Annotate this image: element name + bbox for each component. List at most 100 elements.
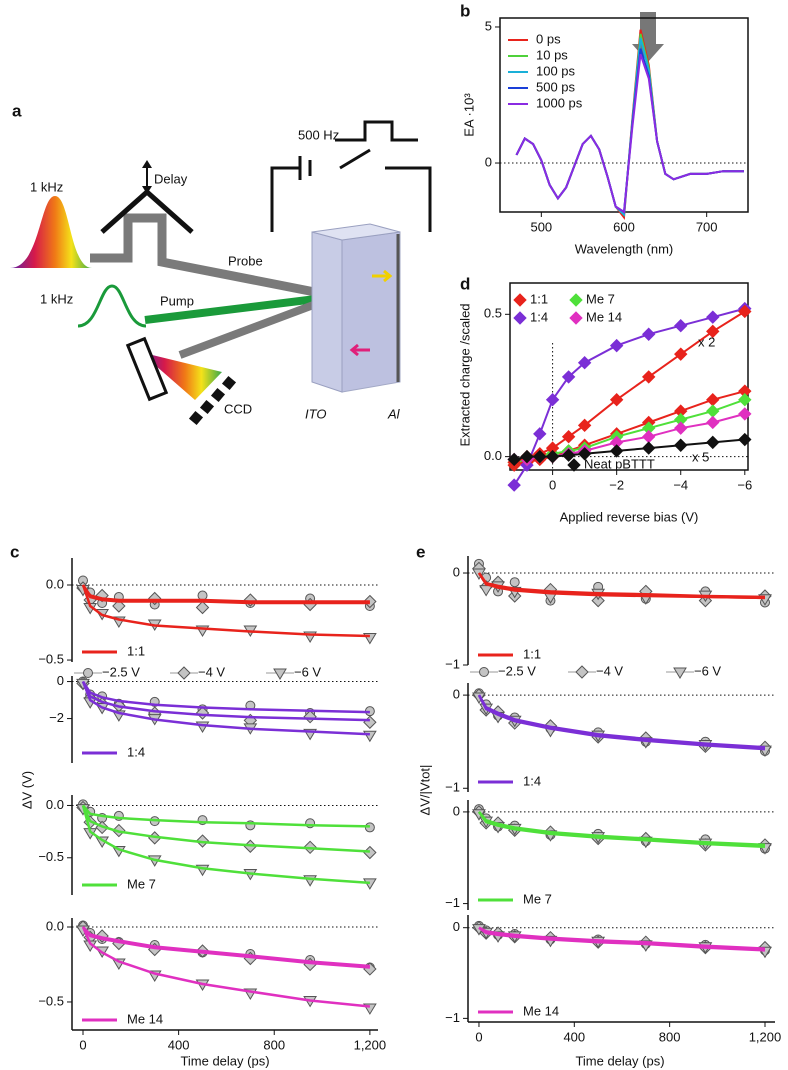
probe-beam <box>90 213 331 300</box>
y-tick-label: 0.0 <box>46 797 64 812</box>
legend-label: −4 V <box>596 663 623 678</box>
y-axis-label: EA ·10³ <box>461 93 476 137</box>
legend-label: 100 ps <box>536 63 576 78</box>
y-tick-label: 0.0 <box>484 448 502 463</box>
legend-label: 1:4 <box>530 309 548 324</box>
diagram: a Delay 500 Hz 1 kHz Probe 1 kHz Pump CC… <box>10 101 432 426</box>
decay-arrow <box>632 12 664 62</box>
marker <box>577 447 592 461</box>
panel-label: b <box>460 1 470 20</box>
cell-top <box>311 223 401 241</box>
fit-line <box>477 572 766 599</box>
y-axis-label: Extracted charge /scaled <box>457 303 472 446</box>
hole-arrow <box>349 343 370 357</box>
marker <box>641 429 656 444</box>
marker <box>533 427 547 441</box>
fit-line <box>477 811 766 849</box>
square-wave <box>335 120 418 142</box>
y-axis-label: ΔV (V) <box>19 771 34 809</box>
y-tick-label: 0.5 <box>484 306 502 321</box>
circuit-parts <box>270 148 432 232</box>
legend-label: 1:4 <box>127 744 145 759</box>
marker <box>706 415 720 430</box>
ccd-pixels <box>188 375 237 426</box>
annotation: x 5 <box>692 449 709 464</box>
y-tick-label: 0 <box>453 803 460 818</box>
marker <box>674 421 688 435</box>
marker <box>195 600 210 615</box>
y-tick-label: 0 <box>485 154 492 169</box>
y-axis-label: ΔV/|Vtot| <box>417 765 432 816</box>
legend-label: Me 7 <box>586 291 615 306</box>
delay-arrowheads <box>142 160 152 194</box>
fit-line <box>81 804 370 853</box>
label: 500 Hz <box>298 127 339 142</box>
data-line <box>515 53 744 214</box>
y-tick-label: −1 <box>445 895 460 910</box>
panel-label: c <box>10 542 19 561</box>
marker <box>507 478 521 492</box>
fit-line <box>81 805 370 885</box>
pump-beam <box>144 293 333 324</box>
fit-line <box>81 681 370 722</box>
marker <box>513 293 527 307</box>
y-tick-label: 0.0 <box>46 918 64 933</box>
label: ITO <box>305 406 326 421</box>
legend-label: −2.5 V <box>498 663 536 678</box>
marker <box>363 845 377 860</box>
marker <box>561 429 576 444</box>
marker <box>545 392 560 407</box>
marker <box>533 449 547 464</box>
legend-label: Me 14 <box>586 309 622 324</box>
legend-label: 500 ps <box>536 79 576 94</box>
marker <box>591 593 605 608</box>
marker <box>561 448 576 462</box>
marker <box>641 441 656 455</box>
marker <box>706 324 720 339</box>
label: Delay <box>154 171 188 186</box>
y-tick-label: 0 <box>453 564 460 579</box>
marker <box>561 370 576 384</box>
marker <box>507 452 521 467</box>
legend-label: Me 7 <box>523 891 552 906</box>
marker <box>362 878 377 890</box>
marker <box>545 449 560 464</box>
x-tick-label: −6 <box>737 477 752 492</box>
marker <box>609 444 624 458</box>
legend-label: −6 V <box>294 664 321 679</box>
y-tick-label: 0 <box>57 673 64 688</box>
marker <box>513 311 527 325</box>
pump-pulse <box>77 284 147 328</box>
marker <box>674 347 688 361</box>
marker <box>509 577 520 588</box>
y-tick-label: −0.5 <box>38 993 64 1008</box>
marker <box>569 293 583 307</box>
marker <box>273 668 287 680</box>
y-tick-label: 0 <box>453 919 460 934</box>
y-tick-label: −0.5 <box>38 651 64 666</box>
annotation: x 2 <box>698 334 715 349</box>
legend-label: 0 ps <box>536 31 561 46</box>
legend-label: −4 V <box>198 664 225 679</box>
y-tick-label: 0.0 <box>46 576 64 591</box>
fit-line <box>82 926 370 969</box>
marker <box>362 730 377 743</box>
marker <box>738 392 752 407</box>
grating <box>125 336 169 402</box>
y-tick-label: −0.5 <box>38 849 64 864</box>
fit-line <box>477 572 766 600</box>
marker <box>577 418 592 433</box>
y-tick-label: 5 <box>485 18 492 33</box>
y-tick-label: −1 <box>445 1010 460 1025</box>
marker <box>674 438 688 452</box>
legend-label: −2.5 V <box>102 664 140 679</box>
label: 1 kHz <box>40 291 73 306</box>
x-axis-label: Applied reverse bias (V) <box>560 509 699 524</box>
marker <box>738 432 752 447</box>
marker <box>112 599 126 613</box>
marker <box>363 715 377 729</box>
x-tick-label: 1,200 <box>749 1029 782 1044</box>
legend-label: 1:1 <box>530 291 548 306</box>
circuit <box>270 166 300 232</box>
marker <box>567 458 581 472</box>
